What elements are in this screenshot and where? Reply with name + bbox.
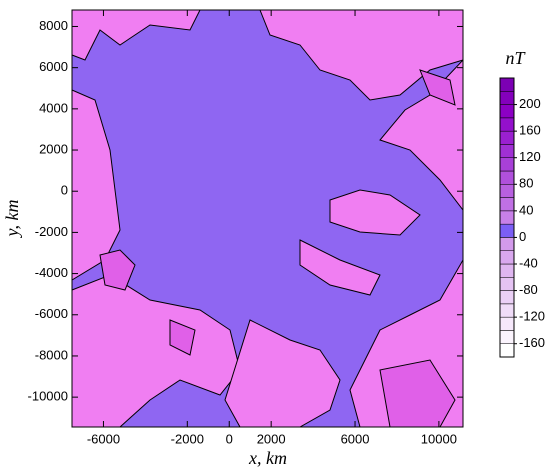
contour-region [329,189,421,236]
colorbar-tick-label: 120 [519,149,541,164]
x-tick-label: -2000 [171,431,204,446]
colorbar-band [499,104,515,119]
colorbar-band [499,157,515,172]
y-tick-label: -2000 [35,224,68,239]
y-axis-label: y, km [2,200,22,239]
colorbar-band [499,237,515,251]
colorbar-band [499,144,515,158]
x-tick-label: 2000 [257,431,286,446]
y-tick-label: 6000 [39,59,68,74]
colorbar-tick-label: 160 [519,123,541,138]
y-tick-label: -6000 [35,306,68,321]
colorbar-tick-label: 40 [519,202,533,217]
colorbar-tick-label: 200 [519,96,541,111]
colorbar-band [499,210,515,225]
contour-field [71,9,464,428]
colorbar-tick-label: -120 [519,309,545,324]
y-tick-label: -8000 [35,347,68,362]
colorbar-tick-label: 80 [519,176,533,191]
y-tick-label: 8000 [39,18,68,33]
colorbar-band [499,263,515,278]
colorbar-band [499,170,515,185]
colorbar-frame [499,77,515,358]
colorbar-band [499,316,515,331]
colorbar-band [499,117,515,132]
colorbar-band [499,303,515,318]
x-axis-label: x, km [248,448,287,468]
colorbar-band [499,91,515,105]
contour-region [299,239,381,296]
colorbar-title: nT [505,48,526,68]
colorbar-band [499,343,515,358]
colorbar-tick-label: -40 [519,255,538,270]
colorbar-band [499,77,515,92]
colorbar-band [499,330,515,344]
x-tick-label: 0 [226,431,233,446]
colorbar-band [499,277,515,291]
y-tick-label: 0 [61,183,68,198]
x-tick-label: 6000 [341,431,370,446]
y-tick-label: 4000 [39,100,68,115]
colorbar-band [499,197,515,212]
colorbar-band [499,130,515,145]
contour-region [169,319,196,356]
colorbar-band [499,223,515,238]
colorbar-tick-label: -80 [519,282,538,297]
plot-frame [71,9,464,428]
y-tick-label: -10000 [28,389,68,404]
y-tick-label: -4000 [35,265,68,280]
colorbar-band [499,184,515,198]
contour-region [99,249,136,291]
colorbar-tick-label: 0 [519,229,526,244]
y-tick-label: 2000 [39,141,68,156]
colorbar-tick-label: -160 [519,335,545,350]
x-tick-label: -6000 [87,431,120,446]
contour-region [224,319,341,428]
contour-region [379,359,456,428]
colorbar-band [499,250,515,265]
colorbar-band [499,290,515,305]
x-tick-label: 10000 [421,431,457,446]
contour-region [419,69,456,106]
contour-region [71,9,201,61]
